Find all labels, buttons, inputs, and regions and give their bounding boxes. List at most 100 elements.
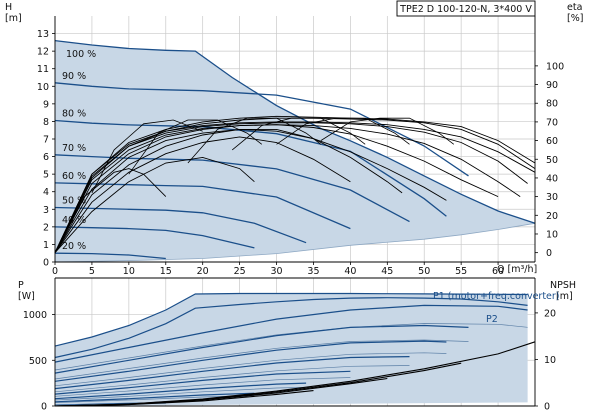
p2-max-curve <box>54 297 528 359</box>
head-curve-70pct <box>54 154 410 223</box>
x-tick-label: 35 <box>307 266 319 277</box>
x-axis-unit-label: Q [m³/h] <box>497 264 537 275</box>
power-curve-p2 <box>54 386 307 401</box>
efficiency-curve <box>54 124 499 253</box>
left-tick-label: 13 <box>37 29 49 40</box>
x-tick-label: 0 <box>52 266 58 277</box>
p1-annotation: P1 (motor+freq.converter) <box>433 291 560 302</box>
head-curve-label: 70 % <box>62 143 86 154</box>
chart-title: TPE2 D 100-120-N, 3*400 V <box>399 4 532 15</box>
head-curve-label: 100 % <box>66 49 96 60</box>
left-axis-unit: [m] <box>5 13 22 24</box>
head-curve-50pct <box>54 206 307 244</box>
right-tick-label: 80 <box>546 99 558 110</box>
power-curve <box>54 304 528 363</box>
right-tick-label: 40 <box>546 173 558 184</box>
power-area <box>55 293 528 406</box>
chart-title-box <box>396 0 536 17</box>
efficiency-curve <box>320 117 455 145</box>
efficiency-curve <box>54 121 536 253</box>
x-tick-label: 45 <box>381 266 393 277</box>
operating-area-lower-bound <box>54 222 536 263</box>
right-tick-label: 60 <box>546 136 558 147</box>
left-tick-label: 1000 <box>23 310 47 321</box>
left-axis-name: P <box>18 280 24 291</box>
power-curve-p2 <box>54 377 351 397</box>
head-curve-label: 60 % <box>62 171 86 182</box>
right-tick-label: 0 <box>544 402 550 413</box>
right-tick-label: 70 <box>546 117 558 128</box>
power-curve <box>54 370 351 395</box>
x-tick-label: 15 <box>160 266 172 277</box>
left-tick-label: 10 <box>37 82 49 93</box>
x-tick-label: 50 <box>418 266 430 277</box>
right-tick-label: 10 <box>544 355 556 366</box>
npsh-curve <box>54 390 314 407</box>
x-tick-label: 30 <box>270 266 282 277</box>
power-curve <box>54 324 469 374</box>
power-curve-p2 <box>54 352 447 387</box>
efficiency-curve <box>91 119 203 194</box>
left-axis-unit: [W] <box>18 291 35 302</box>
right-tick-label: 0 <box>546 248 552 259</box>
left-tick-label: 8 <box>43 117 49 128</box>
left-tick-label: 0 <box>41 402 47 413</box>
x-tick-label: 55 <box>455 266 467 277</box>
power-curve <box>54 392 255 403</box>
right-tick-label: 20 <box>546 211 558 222</box>
efficiency-curve <box>231 117 366 151</box>
left-tick-label: 4 <box>43 187 49 198</box>
left-tick-label: 0 <box>43 258 49 269</box>
head-curve-40pct <box>54 226 255 249</box>
x-tick-label: 60 <box>492 266 504 277</box>
efficiency-curve <box>54 136 351 253</box>
left-tick-label: 2 <box>43 222 49 233</box>
efficiency-curve <box>54 156 255 254</box>
x-tick-label: 5 <box>89 266 95 277</box>
x-tick-label: 20 <box>197 266 209 277</box>
head-curve-label: 20 % <box>62 241 86 252</box>
x-tick-label: 10 <box>123 266 135 277</box>
right-axis-unit: [%] <box>567 13 583 24</box>
x-tick-label: 25 <box>234 266 246 277</box>
right-tick-label: 10 <box>546 229 558 240</box>
power-npsh-plot: 0 500 1000 0 10 20 P[W] NPSH[m]P1 (motor+freq.c… <box>18 277 576 413</box>
left-tick-label: 5 <box>43 170 49 181</box>
head-curve-90pct <box>54 82 469 177</box>
efficiency-curve <box>54 124 521 253</box>
left-tick-label: 3 <box>43 205 49 216</box>
head-curve-label: 80 % <box>62 109 86 120</box>
p1-max-curve <box>54 292 528 347</box>
power-curve <box>54 340 447 382</box>
right-tick-label: 20 <box>544 308 556 319</box>
left-tick-label: 11 <box>37 64 49 75</box>
right-tick-label: 50 <box>546 155 558 166</box>
x-tick-label: 40 <box>344 266 356 277</box>
head-curve-label: 50 % <box>62 196 86 207</box>
left-tick-label: 12 <box>37 47 49 58</box>
right-tick-label: 30 <box>546 192 558 203</box>
efficiency-curve <box>276 117 410 145</box>
head-curve-20pct <box>54 252 166 260</box>
power-curve-p2 <box>54 365 410 393</box>
efficiency-curve <box>187 117 322 164</box>
p2-annotation: P2 <box>486 314 498 325</box>
right-axis-unit: [m] <box>556 291 573 302</box>
left-tick-label: 9 <box>43 99 49 110</box>
head-curve-label: 90 % <box>62 71 86 82</box>
right-tick-label: 90 <box>546 80 558 91</box>
efficiency-curve <box>128 119 263 175</box>
efficiency-curve <box>54 168 167 253</box>
efficiency-curve <box>54 128 447 253</box>
power-curve <box>54 382 307 400</box>
right-axis-name: eta <box>567 2 582 13</box>
head-efficiency-plot: 100 %90 %80 %70 %60 %50 %40 %20 %0123456… <box>5 0 583 277</box>
left-tick-label: 6 <box>43 152 49 163</box>
left-tick-label: 7 <box>43 135 49 146</box>
power-curve <box>54 356 410 390</box>
left-tick-label: 500 <box>29 356 47 367</box>
efficiency-curve <box>54 115 536 253</box>
right-tick-label: 100 <box>546 61 564 72</box>
